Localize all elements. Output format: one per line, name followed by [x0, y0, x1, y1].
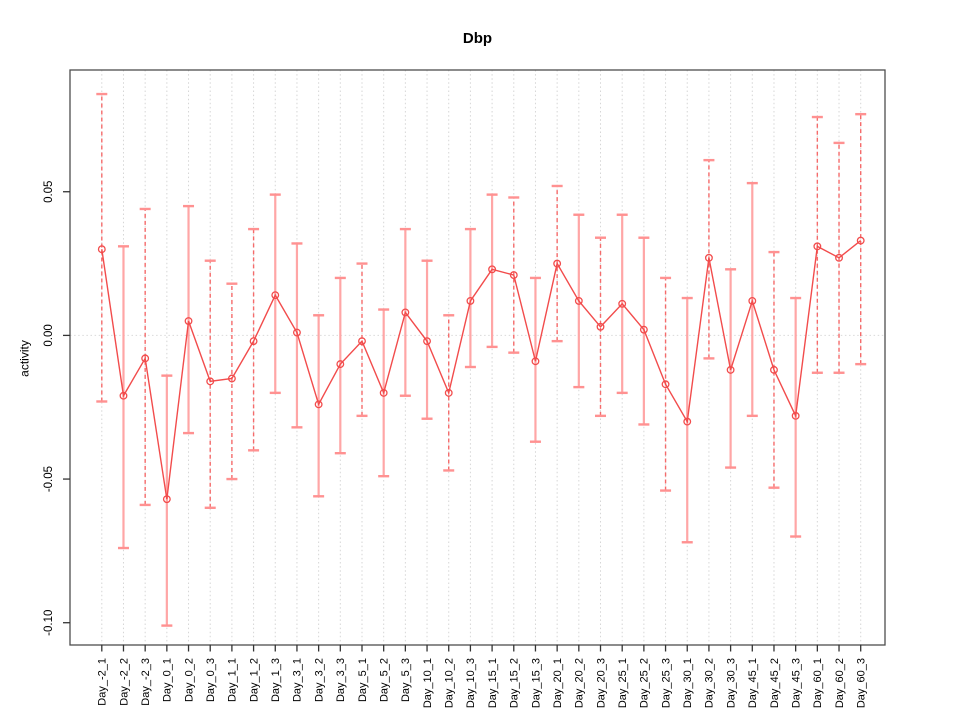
x-category-label: Day_30_1 — [682, 658, 694, 708]
data-point-marker — [770, 365, 778, 374]
y-tick-label: 0.05 — [43, 181, 55, 203]
x-category-label: Day_1_1 — [227, 658, 239, 702]
data-point-marker — [748, 296, 757, 305]
x-category-label: Day_3_2 — [313, 658, 325, 702]
data-point-marker — [423, 337, 431, 346]
x-category-label: Day_45_1 — [747, 658, 759, 708]
data-point-marker — [249, 337, 258, 346]
data-point-marker — [509, 271, 518, 280]
x-category-label: Day_15_1 — [487, 658, 499, 708]
data-point-marker — [314, 400, 323, 409]
x-category-label: Day_10_3 — [465, 658, 477, 708]
x-category-label: Day_25_2 — [639, 658, 651, 708]
data-point-marker — [553, 259, 562, 268]
data-point-marker — [639, 325, 648, 334]
data-point-marker — [184, 317, 193, 325]
data-point-marker — [271, 291, 280, 300]
data-point-marker — [704, 253, 713, 262]
data-point-marker — [531, 357, 540, 366]
x-category-label: Day_15_2 — [509, 658, 521, 708]
x-category-label: Day_15_3 — [530, 658, 542, 708]
data-point-marker — [791, 411, 800, 420]
data-point-marker — [336, 360, 345, 369]
x-axis: Day_-2_1 Day_-2_2 Day_-2_3 Day_0_1 Day_0_2 Da… — [97, 645, 868, 708]
data-point-marker — [596, 322, 605, 331]
x-category-label: Day_60_1 — [812, 658, 824, 708]
x-category-label: Day_60_2 — [834, 658, 846, 708]
data-point-marker — [726, 365, 735, 374]
data-point-marker — [379, 388, 388, 397]
data-line — [101, 240, 862, 500]
x-category-label: Day_0_3 — [205, 658, 217, 702]
data-point-marker — [661, 380, 670, 389]
error-bars — [96, 92, 867, 627]
y-tick-label: -0.05 — [43, 466, 55, 492]
data-point-marker — [401, 308, 410, 317]
x-category-label: Day_10_1 — [422, 658, 434, 708]
data-point-marker — [119, 391, 128, 400]
data-point-marker — [813, 242, 822, 251]
x-category-label: Day_1_3 — [270, 658, 282, 702]
data-point-marker — [835, 253, 843, 262]
chart-title: Dbp — [462, 30, 493, 47]
x-category-label: Day_30_2 — [704, 658, 716, 708]
x-category-label: Day_3_1 — [292, 658, 304, 702]
data-point-marker — [227, 374, 236, 383]
data-point-marker — [574, 296, 583, 305]
data-point-marker — [466, 296, 475, 305]
markers — [97, 236, 865, 504]
data-point-marker — [683, 417, 692, 426]
x-category-label: Day_45_2 — [769, 658, 781, 708]
data-point-marker — [444, 388, 453, 397]
x-category-label: Day_0_2 — [183, 658, 195, 702]
x-category-label: Day_5_1 — [357, 658, 369, 702]
x-category-label: Day_25_3 — [660, 658, 672, 708]
x-category-label: Day_25_1 — [617, 658, 629, 708]
plot-box — [69, 69, 886, 646]
x-category-label: Day_60_3 — [856, 658, 868, 708]
x-category-label: Day_-2_3 — [140, 658, 152, 706]
x-category-label: Day_5_2 — [378, 658, 390, 702]
x-category-label: Day_3_3 — [335, 658, 347, 702]
data-point-marker — [141, 354, 150, 363]
data-point-marker — [488, 265, 497, 274]
x-category-label: Day_10_2 — [444, 658, 456, 708]
x-category-label: Day_0_1 — [162, 658, 174, 702]
data-point-marker — [206, 377, 215, 386]
x-category-label: Day_45_3 — [790, 658, 802, 708]
y-tick-label: -0.10 — [43, 610, 55, 636]
y-tick-label: 0.00 — [43, 324, 55, 346]
data-point-marker — [358, 337, 366, 346]
x-category-label: Day_-2_2 — [118, 658, 130, 706]
x-category-label: Day_-2_1 — [97, 658, 109, 706]
data-point-marker — [97, 245, 106, 254]
x-category-label: Day_20_3 — [595, 658, 607, 708]
y-axis: 0.05 0.00 -0.05 -0.10 — [43, 181, 70, 636]
data-point-marker — [162, 495, 171, 504]
gridlines — [101, 70, 862, 645]
data-point-marker — [618, 299, 627, 308]
x-category-label: Day_30_3 — [725, 658, 737, 708]
x-category-label: Day_20_2 — [574, 658, 586, 708]
x-category-label: Day_1_2 — [248, 658, 260, 702]
data-point-marker — [856, 236, 865, 245]
data-point-marker — [292, 328, 301, 337]
x-category-label: Day_20_1 — [552, 658, 564, 708]
x-category-label: Day_5_3 — [400, 658, 412, 702]
